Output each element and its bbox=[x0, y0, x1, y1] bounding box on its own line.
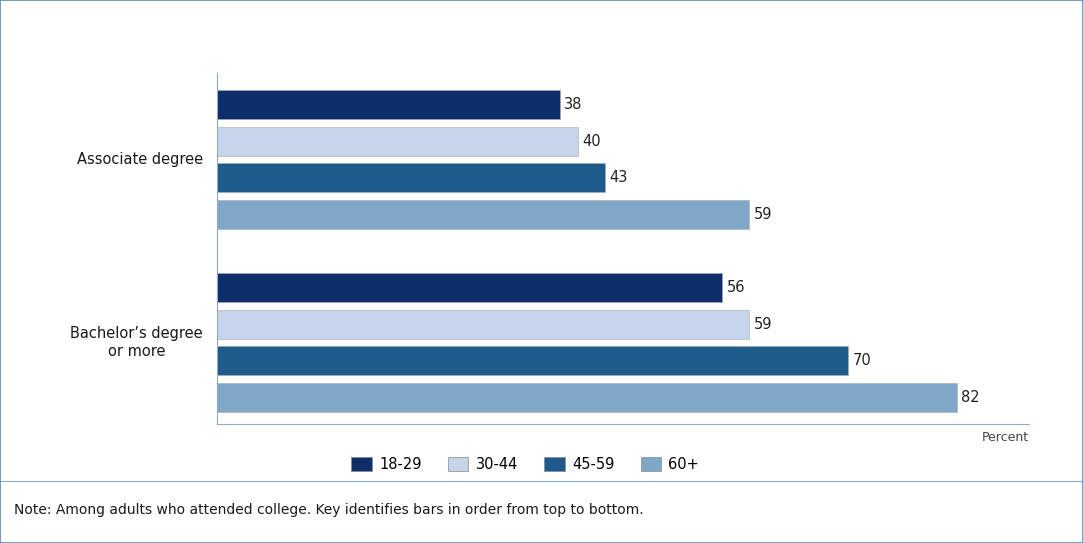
Text: Note: Among adults who attended college. Key identifies bars in order from top t: Note: Among adults who attended college.… bbox=[14, 503, 643, 517]
Bar bbox=[217, 90, 560, 119]
Legend: 18-29, 30-44, 45-59, 60+: 18-29, 30-44, 45-59, 60+ bbox=[345, 451, 705, 477]
Bar bbox=[217, 273, 722, 302]
Text: 70: 70 bbox=[853, 353, 872, 368]
Bar bbox=[217, 200, 749, 229]
Text: 43: 43 bbox=[609, 171, 627, 185]
Text: 59: 59 bbox=[754, 207, 772, 222]
Text: Figure 35. Benefits of education exceed costs (by education and age): Figure 35. Benefits of education exceed … bbox=[14, 20, 751, 39]
Text: 40: 40 bbox=[583, 134, 601, 149]
Text: Associate degree: Associate degree bbox=[77, 152, 204, 167]
Text: 82: 82 bbox=[961, 390, 980, 405]
Text: Percent: Percent bbox=[981, 431, 1029, 444]
Bar bbox=[217, 163, 604, 192]
Text: 38: 38 bbox=[564, 97, 583, 112]
Bar bbox=[217, 383, 956, 412]
Bar bbox=[217, 346, 848, 375]
Text: Bachelor’s degree
or more: Bachelor’s degree or more bbox=[70, 326, 204, 359]
Bar bbox=[217, 127, 577, 156]
Text: 59: 59 bbox=[754, 317, 772, 332]
Text: 56: 56 bbox=[727, 280, 745, 295]
Bar bbox=[217, 310, 749, 339]
